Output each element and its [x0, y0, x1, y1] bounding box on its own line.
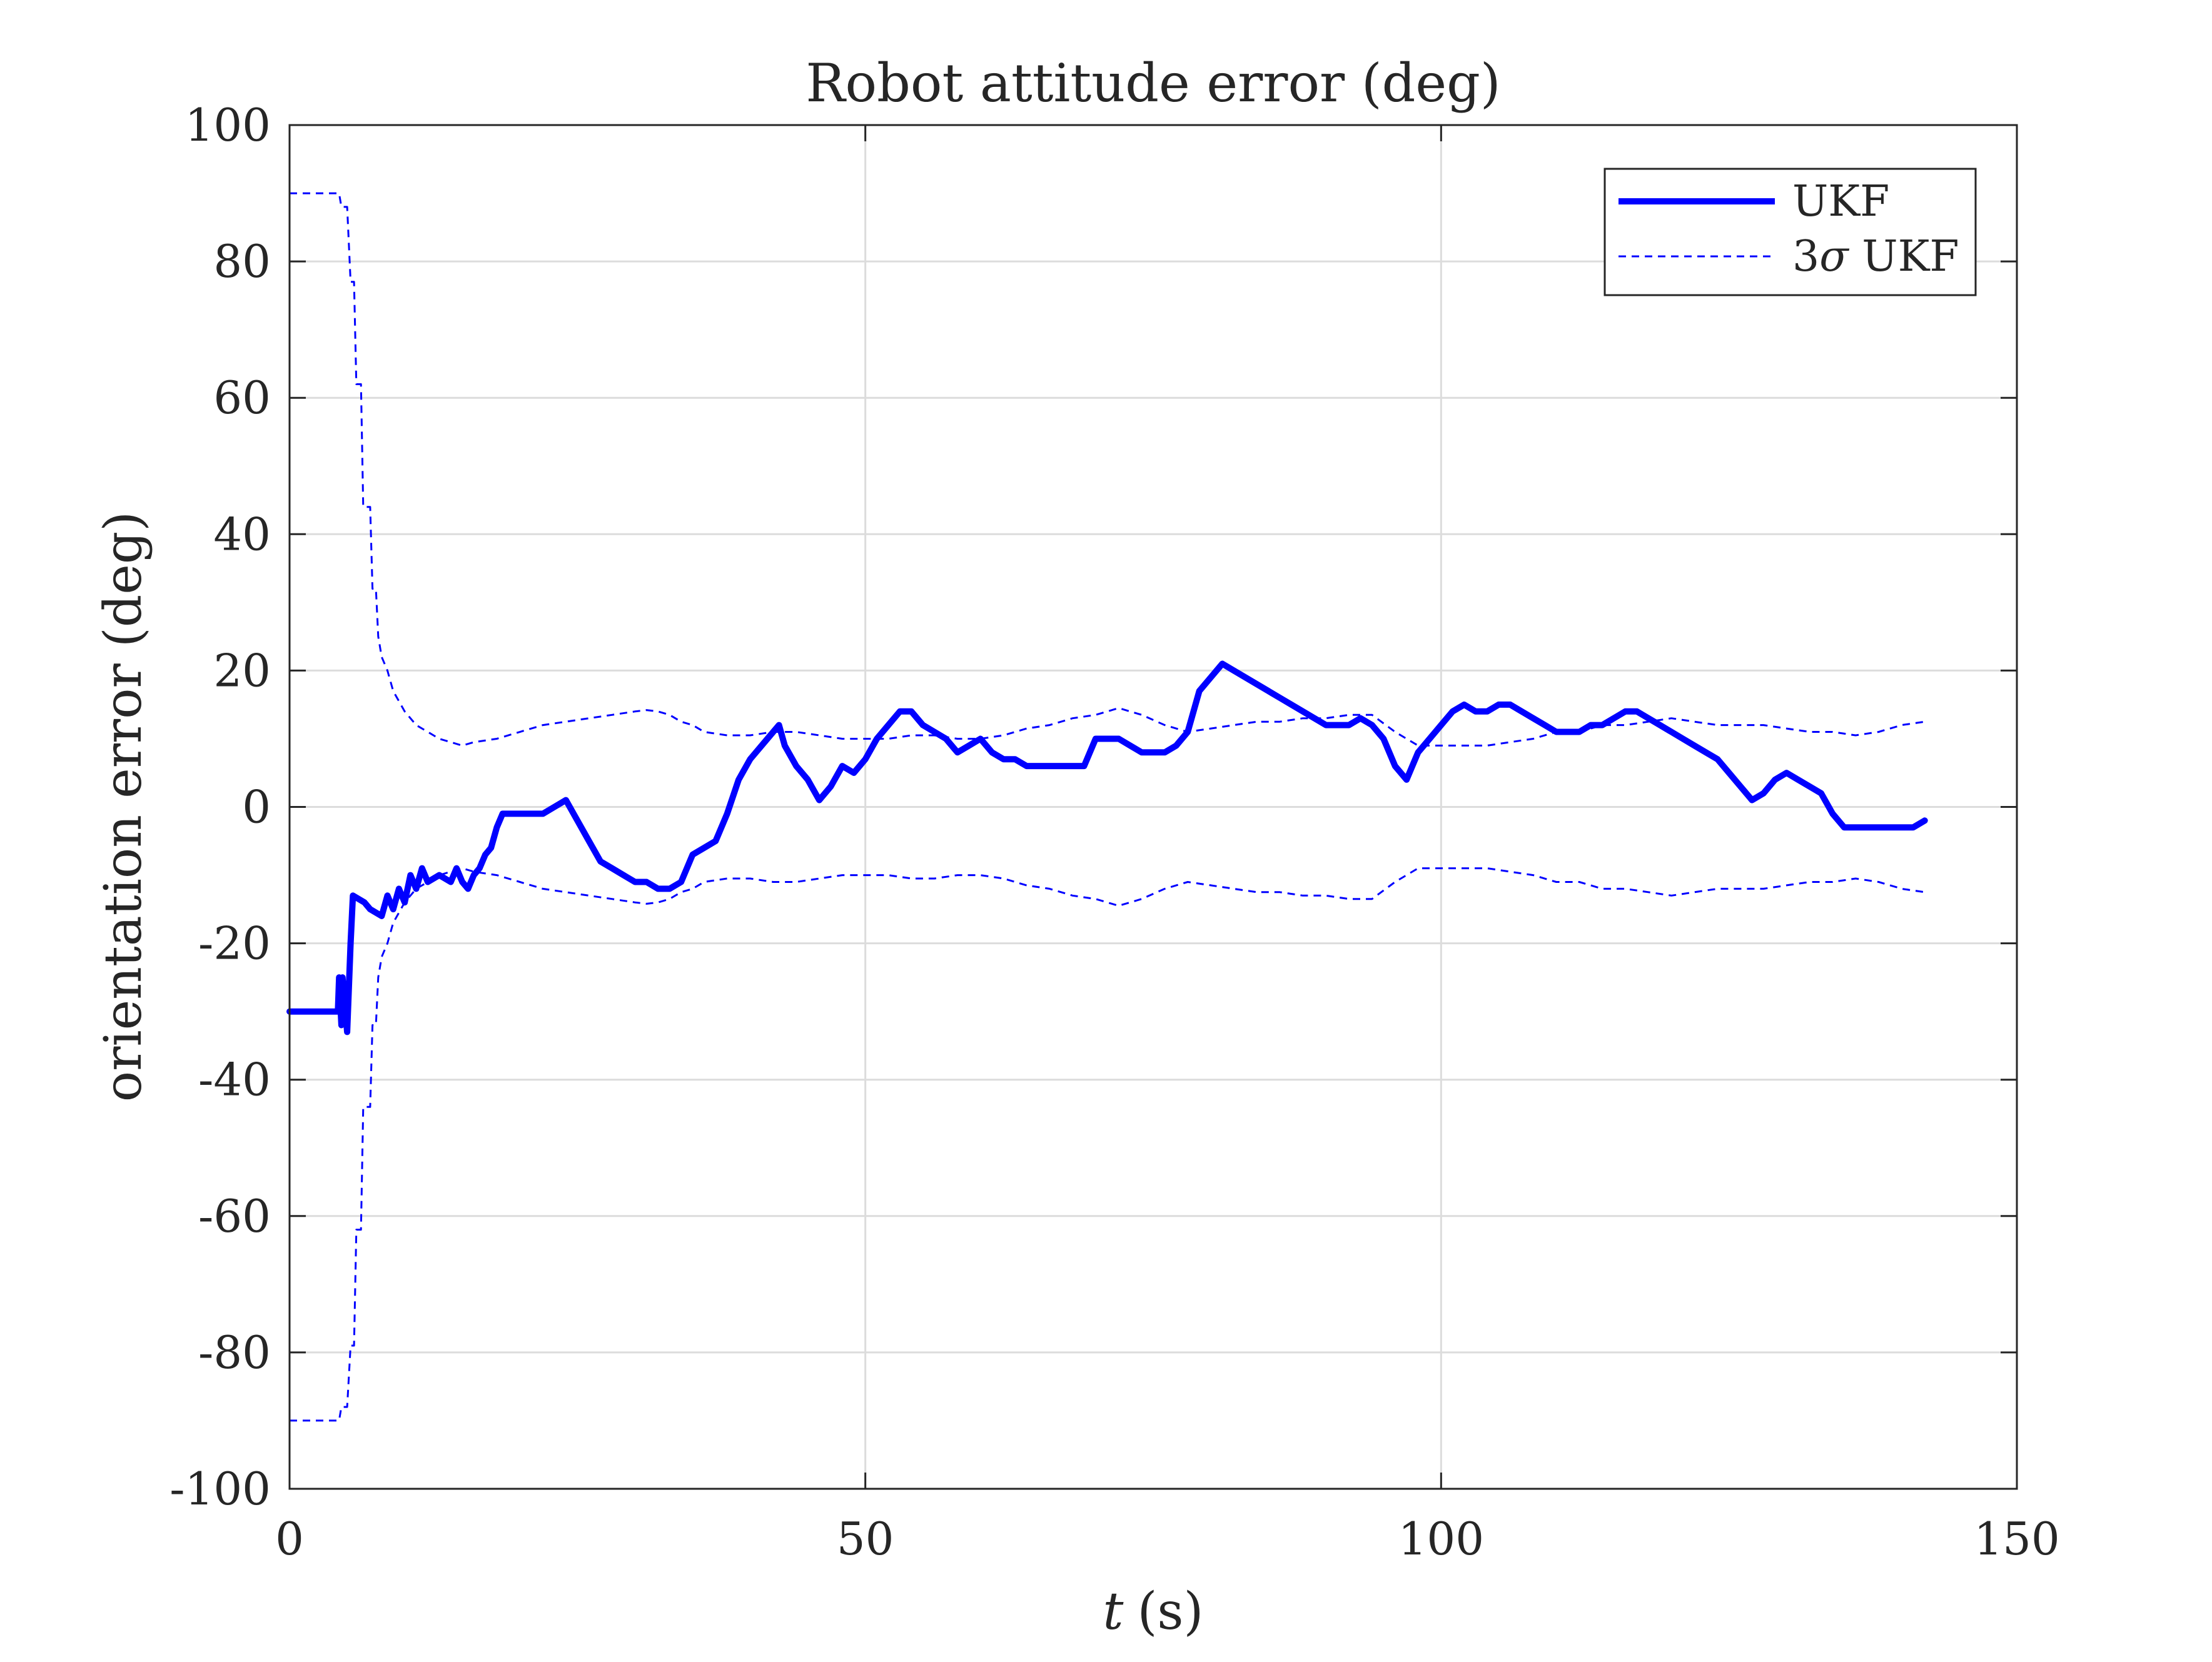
- legend-box: [1603, 168, 1977, 296]
- legend-3sigma-suffix: UKF: [1849, 232, 1959, 281]
- legend-sigma-symbol: σ: [1819, 232, 1849, 281]
- y-tick-label: -60: [198, 1190, 271, 1242]
- y-axis-label: orientation error (deg): [94, 511, 153, 1102]
- y-tick-label: 0: [242, 781, 271, 834]
- y-tick-label: 60: [213, 371, 271, 424]
- legend-ukf-label: UKF: [1792, 177, 1889, 226]
- y-tick-label: -100: [169, 1463, 271, 1515]
- y-tick-label: 20: [213, 644, 271, 697]
- legend-3sigma-label: 3σ UKF: [1792, 232, 1959, 281]
- y-tick-label: 100: [185, 99, 271, 151]
- legend-3sigma-prefix: 3: [1792, 232, 1819, 281]
- x-axis-label-unit: (s): [1137, 1582, 1203, 1641]
- x-tick-label: 100: [1398, 1513, 1484, 1565]
- x-tick-label: 50: [837, 1513, 894, 1565]
- chart-title: Robot attitude error (deg): [806, 53, 1500, 114]
- y-tick-label: -40: [198, 1054, 271, 1106]
- series-line-ukf: [286, 660, 1928, 1035]
- series-line-3sigma-lower: [290, 867, 1925, 1422]
- x-tick-label: 0: [275, 1513, 304, 1565]
- series-line-3sigma-upper: [290, 192, 1925, 747]
- y-tick-label: -20: [198, 917, 271, 970]
- x-axis-label-variable: t: [1103, 1582, 1124, 1641]
- legend: UKF 3σ UKF: [1603, 168, 1977, 296]
- series-layer: [286, 192, 1928, 1422]
- y-tick-label: 40: [213, 508, 271, 560]
- x-tick-label: 150: [1974, 1513, 2059, 1565]
- tick-layer: 0 50 100 150 100 80 60 40 20 0 -20 -40 -60 -80 -100: [169, 99, 2059, 1565]
- x-axis-label: t (s): [1103, 1582, 1203, 1641]
- y-tick-label: -80: [198, 1326, 271, 1379]
- y-tick-label: 80: [213, 235, 271, 288]
